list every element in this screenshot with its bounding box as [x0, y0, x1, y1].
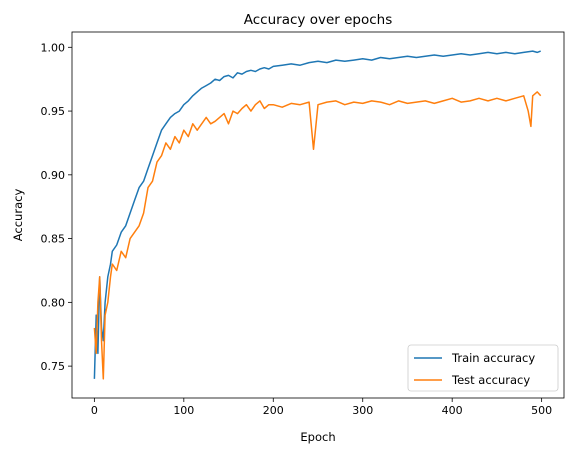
- y-tick-label: 0.75: [41, 360, 66, 373]
- x-axis-ticks: 0 100 200 300 400 500: [91, 398, 552, 417]
- plot-area: [71, 31, 565, 399]
- test-accuracy-line: [93, 91, 542, 380]
- chart-title: Accuracy over epochs: [244, 12, 392, 28]
- legend-label-train: Train accuracy: [451, 351, 535, 365]
- x-tick-label: 500: [531, 404, 552, 417]
- y-tick-label: 0.90: [41, 169, 66, 182]
- y-tick-label: 0.85: [41, 233, 66, 246]
- x-tick-label: 100: [173, 404, 194, 417]
- plot-frame: [71, 31, 565, 399]
- legend-box: [407, 344, 559, 392]
- y-tick-label: 0.80: [41, 296, 66, 309]
- y-axis-label: Accuracy: [11, 189, 25, 242]
- train-accuracy-line: [93, 50, 541, 379]
- x-tick-label: 400: [442, 404, 463, 417]
- y-axis-ticks: 0.75 0.80 0.85 0.90 0.95 1.00: [41, 41, 72, 373]
- y-tick-label: 0.95: [41, 105, 66, 118]
- legend: Train accuracy Test accuracy: [407, 344, 559, 392]
- x-axis-label: Epoch: [300, 430, 335, 444]
- series-layer: [93, 50, 542, 380]
- y-tick-label: 1.00: [41, 41, 66, 54]
- x-tick-label: 300: [352, 404, 373, 417]
- x-tick-label: 200: [263, 404, 284, 417]
- legend-label-test: Test accuracy: [451, 373, 530, 387]
- x-tick-label: 0: [91, 404, 98, 417]
